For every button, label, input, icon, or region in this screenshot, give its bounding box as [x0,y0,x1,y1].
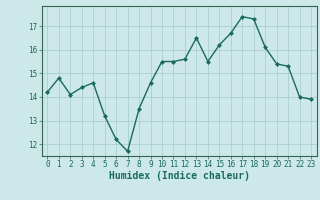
X-axis label: Humidex (Indice chaleur): Humidex (Indice chaleur) [109,171,250,181]
